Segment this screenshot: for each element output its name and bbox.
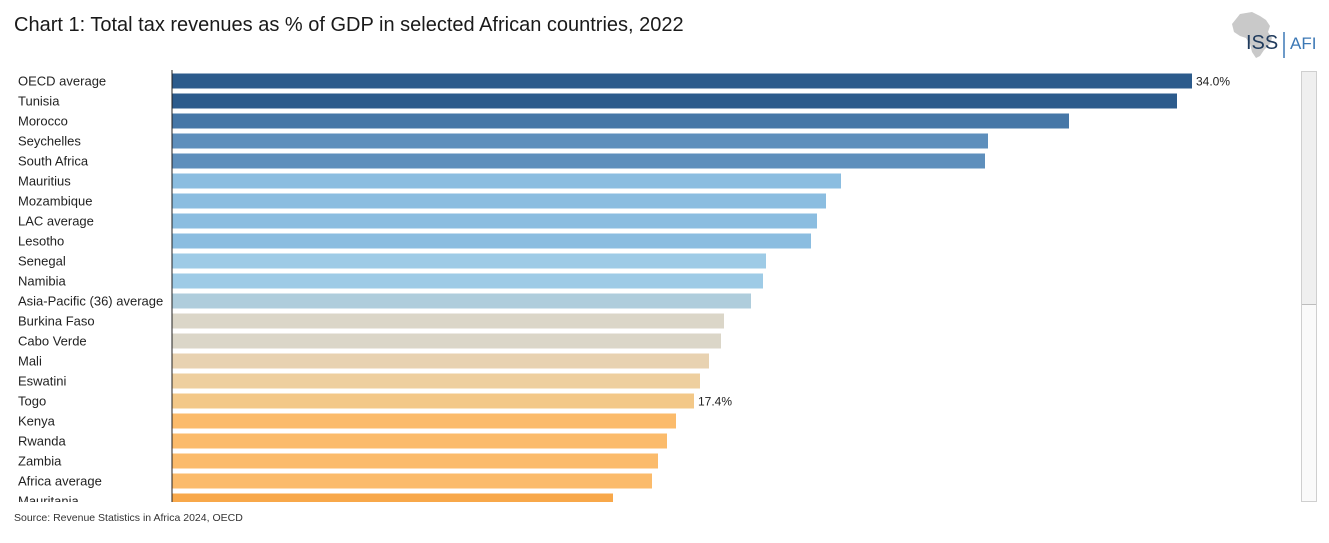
bar[interactable]	[172, 153, 985, 169]
bar-chart: OECD average 34.0% Tunisia Morocco Seychelle…	[18, 70, 1230, 503]
category-label: Zambia	[18, 454, 62, 469]
bar[interactable]	[172, 453, 658, 469]
category-label: Senegal	[18, 254, 66, 269]
bar[interactable]	[172, 173, 841, 189]
bar[interactable]	[172, 333, 721, 349]
bar[interactable]	[172, 113, 1069, 129]
bar[interactable]	[172, 433, 667, 449]
bar[interactable]	[172, 473, 652, 489]
category-label: Lesotho	[18, 234, 64, 249]
category-label: Mauritius	[18, 174, 71, 189]
logo-iss-text: ISS	[1246, 32, 1278, 54]
bar[interactable]	[172, 233, 811, 249]
category-label: Togo	[18, 394, 46, 409]
bar[interactable]	[172, 273, 763, 289]
category-label: LAC average	[18, 214, 94, 229]
bar[interactable]	[172, 313, 724, 329]
chart-scrollbar[interactable]	[1301, 71, 1317, 502]
category-label: Kenya	[18, 414, 56, 429]
source-note: Source: Revenue Statistics in Africa 202…	[14, 512, 243, 524]
category-label: Mauritania	[18, 494, 79, 503]
category-label: Namibia	[18, 274, 66, 289]
bar[interactable]	[172, 353, 709, 369]
chart-title: Chart 1: Total tax revenues as % of GDP …	[14, 14, 684, 36]
africa-map-icon: ISS AFI	[1232, 12, 1316, 58]
data-label: 34.0%	[1196, 75, 1230, 89]
bar[interactable]	[172, 373, 700, 389]
bar[interactable]	[172, 493, 613, 503]
category-label: Tunisia	[18, 94, 60, 109]
iss-afi-logo: ISS AFI	[1226, 10, 1322, 60]
chart-area[interactable]: OECD average 34.0% Tunisia Morocco Seychelle…	[0, 70, 1295, 502]
logo-afi-text: AFI	[1290, 34, 1316, 53]
scrollbar-thumb[interactable]	[1302, 72, 1316, 305]
category-label: Africa average	[18, 474, 102, 489]
bar[interactable]	[172, 133, 988, 149]
bar[interactable]	[172, 393, 694, 409]
data-label: 17.4%	[698, 395, 732, 409]
bar[interactable]	[172, 253, 766, 269]
bar[interactable]	[172, 193, 826, 209]
category-label: Burkina Faso	[18, 314, 95, 329]
category-label: OECD average	[18, 74, 106, 89]
category-label: Eswatini	[18, 374, 67, 389]
category-label: Mozambique	[18, 194, 92, 209]
category-label: South Africa	[18, 154, 89, 169]
category-label: Seychelles	[18, 134, 81, 149]
category-label: Asia-Pacific (36) average	[18, 294, 163, 309]
bar[interactable]	[172, 93, 1177, 109]
bar[interactable]	[172, 213, 817, 229]
category-label: Cabo Verde	[18, 334, 87, 349]
bar[interactable]	[172, 413, 676, 429]
bar[interactable]	[172, 73, 1192, 89]
category-label: Rwanda	[18, 434, 66, 449]
category-label: Mali	[18, 354, 42, 369]
bar[interactable]	[172, 293, 751, 309]
category-label: Morocco	[18, 114, 68, 129]
